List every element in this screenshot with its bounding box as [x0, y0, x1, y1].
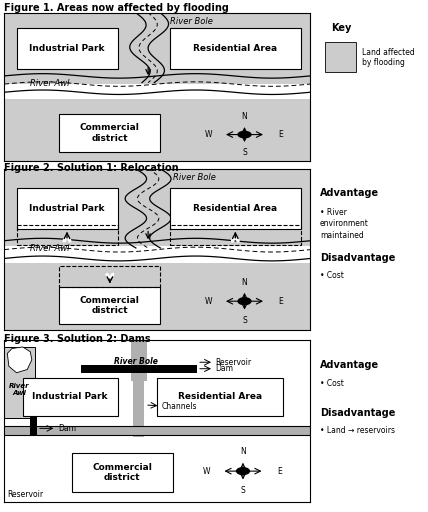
FancyBboxPatch shape [59, 287, 160, 324]
Text: Reservoir: Reservoir [7, 489, 44, 499]
FancyBboxPatch shape [71, 454, 172, 492]
Text: River
Awl: River Awl [9, 383, 30, 396]
Text: N: N [242, 278, 247, 287]
Text: Residential Area: Residential Area [193, 44, 277, 53]
Text: Advantage: Advantage [320, 188, 379, 198]
FancyBboxPatch shape [169, 28, 301, 69]
Text: Channels: Channels [162, 402, 197, 411]
Text: Advantage: Advantage [320, 360, 379, 370]
Text: N: N [242, 113, 247, 121]
Circle shape [238, 132, 251, 138]
Bar [134, 373, 144, 437]
FancyBboxPatch shape [17, 28, 118, 69]
Text: Commercial
district: Commercial district [80, 295, 140, 315]
Text: N: N [240, 447, 246, 456]
FancyBboxPatch shape [158, 377, 283, 416]
Text: W: W [204, 297, 212, 306]
Text: • Cost: • Cost [320, 379, 344, 388]
Text: Land affected
by flooding: Land affected by flooding [362, 48, 414, 67]
Bar [4, 169, 310, 246]
Text: Disadvantage: Disadvantage [320, 253, 395, 263]
Text: Dam: Dam [58, 424, 76, 433]
Text: Residential Area: Residential Area [193, 204, 277, 213]
FancyBboxPatch shape [4, 347, 35, 418]
Text: E: E [277, 466, 282, 476]
Text: • Cost: • Cost [320, 270, 344, 280]
Text: S: S [241, 486, 245, 495]
Text: Commercial
district: Commercial district [80, 123, 140, 143]
Circle shape [237, 468, 250, 475]
Text: E: E [279, 130, 283, 139]
FancyBboxPatch shape [169, 188, 301, 229]
Text: Figure 2. Solution 1: Relocation: Figure 2. Solution 1: Relocation [4, 163, 179, 173]
Bar [131, 340, 146, 381]
Text: W: W [203, 466, 210, 476]
Text: Industrial Park: Industrial Park [29, 204, 105, 213]
Text: Key: Key [331, 23, 351, 33]
Bar [4, 426, 310, 435]
Bar [81, 366, 197, 373]
Bar [4, 13, 310, 84]
Bar [30, 416, 37, 435]
Bar [4, 99, 310, 161]
Bar [4, 263, 310, 330]
Text: E: E [279, 297, 283, 306]
Text: Figure 3. Solution 2: Dams: Figure 3. Solution 2: Dams [4, 334, 151, 344]
Text: S: S [242, 316, 247, 325]
Text: Residential Area: Residential Area [178, 392, 262, 401]
Text: Disadvantage: Disadvantage [320, 408, 395, 418]
Polygon shape [7, 347, 32, 373]
Text: W: W [204, 130, 212, 139]
Text: Industrial Park: Industrial Park [29, 44, 105, 53]
Text: Figure 1. Areas now affected by flooding: Figure 1. Areas now affected by flooding [4, 3, 229, 13]
Text: River Bole: River Bole [114, 357, 158, 366]
FancyBboxPatch shape [59, 114, 160, 153]
Text: Dam: Dam [215, 364, 233, 373]
Text: Reservoir: Reservoir [215, 358, 252, 367]
Text: River Awl: River Awl [30, 244, 70, 253]
FancyBboxPatch shape [23, 377, 118, 416]
Text: S: S [242, 148, 247, 157]
Text: River Awl: River Awl [30, 79, 70, 88]
Text: Commercial
district: Commercial district [92, 463, 152, 482]
Circle shape [238, 298, 251, 305]
Text: • Land → reservoirs: • Land → reservoirs [320, 426, 395, 435]
Text: Industrial Park: Industrial Park [33, 392, 108, 401]
Text: River Bole: River Bole [172, 173, 215, 182]
Text: River Bole: River Bole [169, 17, 212, 26]
FancyBboxPatch shape [325, 42, 356, 72]
Text: • River
environment
maintained: • River environment maintained [320, 208, 369, 240]
FancyBboxPatch shape [17, 188, 118, 229]
